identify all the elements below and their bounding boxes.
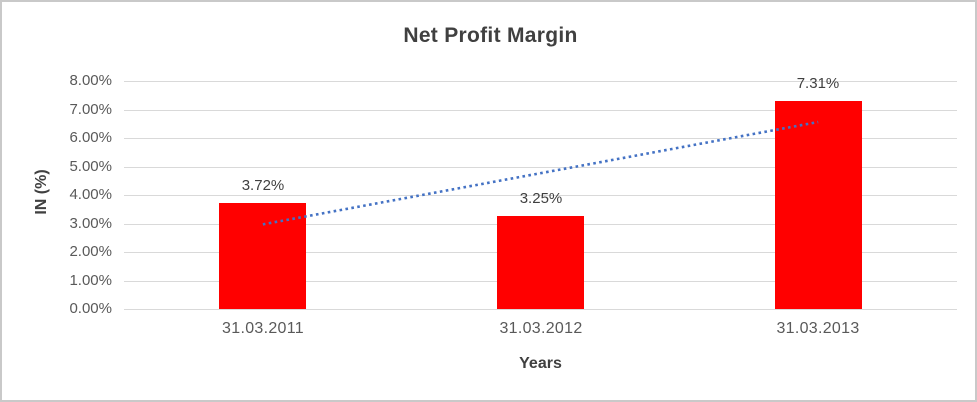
bar-data-label: 3.72% [241, 177, 285, 194]
bar-data-label: 3.25% [519, 190, 563, 207]
x-axis-tick-label: 31.03.2011 [222, 320, 304, 337]
y-axis-tick-label: 8.00% [69, 72, 112, 89]
x-axis-title: Years [519, 355, 562, 372]
x-axis-tick-label: 31.03.2013 [776, 320, 860, 337]
chart-title: Net Profit Margin [403, 24, 578, 47]
gridline [124, 110, 957, 111]
y-axis-tick-label: 3.00% [69, 215, 112, 232]
y-axis-tick-label: 4.00% [69, 186, 112, 203]
y-axis-tick-label: 7.00% [69, 101, 112, 118]
bar [775, 101, 862, 309]
bar-data-label: 7.31% [796, 75, 840, 92]
y-axis-tick-label: 1.00% [69, 272, 112, 289]
y-axis-tick-label: 6.00% [69, 129, 112, 146]
gridline [124, 81, 957, 82]
bar [219, 203, 306, 309]
y-axis-tick-label: 2.00% [69, 243, 112, 260]
x-axis-tick-label: 31.03.2012 [499, 320, 583, 337]
gridline [124, 309, 957, 310]
bar [497, 216, 584, 309]
y-axis-tick-label: 5.00% [69, 158, 112, 175]
y-axis-tick-label: 0.00% [69, 300, 112, 317]
